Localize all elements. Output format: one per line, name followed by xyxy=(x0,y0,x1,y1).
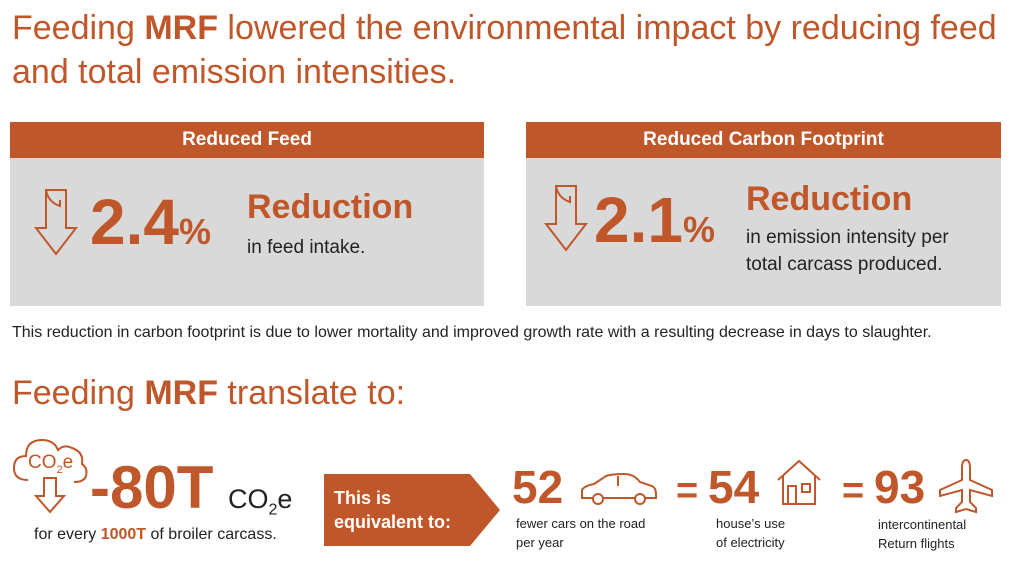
flights-equals: = xyxy=(842,470,865,512)
headline-part1: Feeding xyxy=(12,9,145,47)
co2-caption-post: of broiler carcass. xyxy=(146,526,277,543)
house-icon xyxy=(777,459,821,505)
houses-line2: of electricity xyxy=(716,535,785,550)
co2-cloud-icon xyxy=(12,438,88,514)
houses-equals: = xyxy=(676,470,699,512)
feed-desc: in feed intake. xyxy=(247,237,366,258)
carbon-value: 2.1 xyxy=(594,184,683,256)
co2-icon-e: e xyxy=(62,452,74,473)
headline-part2: lowered the environmental impact by redu… xyxy=(12,9,997,91)
translate-brand: MRF xyxy=(144,374,218,412)
carbon-panel-header: Reduced Carbon Footprint xyxy=(526,122,1001,158)
equivalent-arrow-text: This is equivalent to: xyxy=(334,486,451,534)
feed-value: 2.4 xyxy=(90,186,179,258)
co2-icon-main: CO xyxy=(28,452,57,473)
down-arrow-icon xyxy=(544,185,588,252)
carbon-value-group: 2.1% xyxy=(594,188,715,252)
cars-value: 52 xyxy=(512,461,564,513)
carbon-reduction-label: Reduction xyxy=(746,180,913,218)
equivalent-arrow xyxy=(324,474,500,546)
flights-line1: intercontinental xyxy=(878,517,967,532)
cars-line1: fewer cars on the road xyxy=(516,516,646,531)
feed-unit: % xyxy=(178,211,211,252)
airplane-icon xyxy=(939,458,993,514)
flights-line2: Return flights xyxy=(878,536,955,551)
co2-icon-label: CO2e xyxy=(28,452,73,476)
co2-caption-pre: for every xyxy=(34,526,101,543)
houses-line1: house’s use xyxy=(716,516,786,531)
headline-brand: MRF xyxy=(144,9,218,47)
co2-unit-main: CO xyxy=(228,484,269,514)
co2-icon-sub: 2 xyxy=(56,463,63,476)
carbon-panel: Reduced Carbon Footprint 2.1% Reduction … xyxy=(526,122,1001,306)
co2-caption: for every 1000T of broiler carcass. xyxy=(34,526,277,544)
down-arrow-icon xyxy=(34,189,78,256)
equivalent-line1: This is xyxy=(334,488,392,508)
carbon-desc: in emission intensity per total carcass … xyxy=(746,224,949,278)
footnote: This reduction in carbon footprint is du… xyxy=(12,324,932,341)
cars-caption: fewer cars on the road per year xyxy=(516,514,645,552)
houses-caption: house’s use of electricity xyxy=(716,514,785,552)
co2-unit-sub: 2 xyxy=(268,501,278,519)
flights-caption: intercontinental Return flights xyxy=(878,515,966,553)
cars-line2: per year xyxy=(516,535,564,550)
feed-reduction-label: Reduction xyxy=(247,188,414,226)
co2-caption-bold: 1000T xyxy=(100,526,147,543)
feed-panel-header: Reduced Feed xyxy=(10,122,484,158)
carbon-desc-line1: in emission intensity per xyxy=(746,227,949,248)
co2-unit-e: e xyxy=(277,484,293,514)
carbon-desc-line2: total carcass produced. xyxy=(746,254,943,275)
co2-value: -80T xyxy=(90,454,214,521)
car-icon xyxy=(581,472,657,505)
headline: Feeding MRF lowered the environmental im… xyxy=(12,6,1002,94)
houses-value: 54 xyxy=(708,461,760,513)
flights-value: 93 xyxy=(874,461,926,513)
translate-heading: Feeding MRF translate to: xyxy=(12,374,405,413)
feed-value-group: 2.4% xyxy=(90,190,211,254)
carbon-unit: % xyxy=(682,209,715,250)
translate-part2: translate to: xyxy=(217,374,406,412)
translate-part1: Feeding xyxy=(12,374,145,412)
equivalent-line2: equivalent to: xyxy=(334,512,452,532)
co2-unit: CO2e xyxy=(228,484,292,519)
feed-panel: Reduced Feed 2.4% Reduction in feed inta… xyxy=(10,122,484,306)
